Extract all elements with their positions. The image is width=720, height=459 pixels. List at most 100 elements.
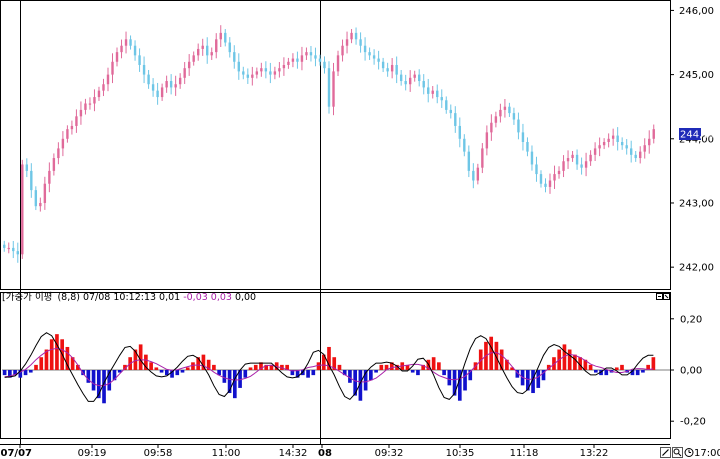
current-price-label: 244,15: [680, 130, 715, 141]
histogram-bar-negative: [102, 370, 106, 404]
histogram-bar-negative: [363, 370, 368, 391]
candle-body: [21, 164, 24, 255]
candle-body: [120, 45, 123, 53]
histogram-bar-negative: [416, 370, 420, 376]
histogram-bar-negative: [8, 370, 12, 378]
histogram-bar-positive: [55, 334, 59, 370]
histogram-bar-positive: [316, 362, 321, 370]
histogram-bar-negative: [348, 370, 352, 383]
candle-body: [138, 55, 141, 65]
panel-controls[interactable]: [656, 293, 670, 300]
histogram-bar-negative: [353, 370, 357, 396]
candle-body: [70, 125, 74, 130]
candle-body: [39, 202, 42, 207]
histogram-bar-positive: [44, 349, 49, 370]
candle-body: [517, 119, 520, 133]
histogram-bar-positive: [337, 364, 342, 370]
histogram-bar-positive: [499, 349, 504, 370]
candle-body: [607, 138, 610, 142]
candle-body: [431, 90, 434, 94]
candle-body: [584, 161, 588, 168]
candle-body: [548, 180, 552, 187]
time-label: 17:00:00: [694, 448, 720, 459]
candle-body: [323, 61, 326, 69]
candle-body: [499, 109, 502, 117]
candle-body: [336, 55, 340, 72]
histogram-bar-negative: [531, 370, 535, 394]
x-tick-label: 09:19: [78, 448, 107, 459]
histogram-bar-negative: [541, 370, 546, 381]
histogram-bar-positive: [505, 359, 509, 370]
histogram-bar-negative: [641, 370, 645, 373]
candle-body: [399, 74, 403, 82]
histogram-bar-positive: [510, 367, 514, 370]
candle-body: [530, 151, 534, 165]
indicator-header-time: 07/08 10:12:13: [83, 292, 156, 303]
histogram-bar-positive: [332, 357, 337, 370]
histogram-bar-negative: [525, 370, 530, 391]
candle-body: [418, 74, 421, 82]
histogram-bar-positive: [614, 367, 619, 370]
zoom-button[interactable]: [672, 447, 683, 458]
histogram-bar-positive: [154, 367, 159, 370]
candle-body: [224, 32, 227, 43]
candle-body: [436, 90, 439, 98]
histogram-bar-negative: [630, 370, 635, 376]
histogram-bar-negative: [164, 370, 169, 376]
histogram-bar-positive: [494, 341, 499, 370]
candle-body: [363, 45, 367, 53]
indicator-header-v4: 0,00: [235, 292, 256, 303]
histogram-bar-positive: [212, 364, 216, 370]
candle-body: [476, 167, 480, 181]
histogram-bar-positive: [389, 362, 394, 370]
histogram-bar-positive: [196, 357, 201, 370]
candle-body: [318, 58, 322, 62]
histogram-bar-positive: [327, 346, 331, 370]
indicator-header-v3: 0,03: [211, 292, 232, 303]
histogram-bar-positive: [620, 364, 624, 370]
histogram-bar-positive: [567, 349, 572, 370]
candle-body: [404, 81, 407, 85]
candle-body: [616, 135, 619, 142]
candle-body: [187, 61, 191, 69]
x-tick-label: 09:58: [144, 448, 173, 459]
histogram-bar-positive: [248, 367, 253, 370]
candle-body: [494, 116, 498, 123]
magnifier-icon: [673, 448, 680, 455]
histogram-bar-negative: [515, 370, 520, 378]
candle-body: [84, 103, 87, 110]
candle-body: [16, 251, 19, 255]
histogram-bar-negative: [112, 370, 117, 381]
candle-body: [151, 84, 155, 91]
histogram-bar-negative: [96, 370, 101, 399]
candle-body: [129, 39, 132, 46]
histogram-bar-negative: [342, 370, 347, 376]
histogram-bar-positive: [437, 362, 441, 370]
indicator-panel-frame: [0, 292, 671, 439]
candle-body: [43, 183, 47, 203]
price-panel-frame: [0, 0, 671, 290]
histogram-bar-positive: [646, 364, 650, 370]
candle-body: [381, 61, 385, 69]
candle-body: [34, 190, 38, 207]
histogram-bar-negative: [468, 370, 473, 381]
histogram-bar-positive: [285, 364, 289, 370]
candle-body: [408, 77, 412, 85]
candle-body: [300, 55, 304, 62]
histogram-bar-negative: [536, 370, 541, 388]
candle-body: [625, 145, 628, 149]
candle-body: [557, 170, 561, 175]
histogram-bar-positive: [546, 364, 551, 370]
magnifier-handle: [678, 453, 682, 457]
histogram-bar-negative: [290, 370, 295, 376]
candle-body: [192, 55, 195, 62]
histogram-bar-negative: [23, 370, 28, 376]
candle-body: [458, 125, 461, 139]
candle-body: [296, 58, 299, 62]
candle-body: [97, 90, 101, 98]
candle-body: [178, 77, 182, 85]
histogram-bar-positive: [573, 354, 577, 370]
histogram-bar-positive: [264, 364, 269, 370]
histogram-bar-negative: [232, 370, 237, 399]
candle-body: [521, 132, 525, 142]
